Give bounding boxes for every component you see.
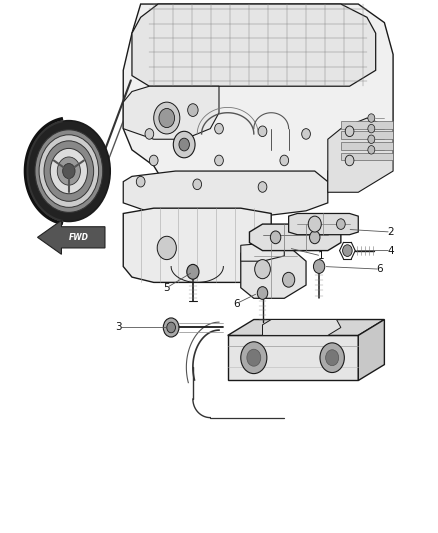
Polygon shape (228, 335, 358, 381)
Circle shape (258, 182, 267, 192)
Text: 4: 4 (388, 246, 394, 256)
Circle shape (345, 126, 354, 136)
Circle shape (145, 128, 154, 139)
Circle shape (44, 141, 94, 201)
Circle shape (35, 130, 103, 212)
Text: 3: 3 (116, 322, 122, 333)
Circle shape (173, 131, 195, 158)
Polygon shape (38, 220, 105, 254)
Circle shape (63, 164, 75, 179)
Polygon shape (132, 4, 376, 86)
Circle shape (368, 135, 375, 143)
Polygon shape (341, 142, 393, 150)
Circle shape (215, 123, 223, 134)
Text: 1: 1 (318, 251, 325, 261)
Circle shape (241, 342, 267, 374)
Circle shape (283, 272, 295, 287)
Circle shape (57, 157, 81, 185)
Circle shape (258, 126, 267, 136)
Polygon shape (341, 131, 393, 139)
Polygon shape (123, 208, 271, 282)
Circle shape (50, 148, 88, 193)
Circle shape (154, 102, 180, 134)
Circle shape (136, 176, 145, 187)
Polygon shape (250, 224, 341, 251)
Text: 5: 5 (163, 282, 170, 293)
Polygon shape (262, 319, 341, 335)
Circle shape (163, 318, 179, 337)
Circle shape (179, 138, 189, 151)
Text: 2: 2 (388, 227, 394, 237)
Circle shape (343, 245, 352, 256)
Polygon shape (289, 214, 358, 235)
Text: 6: 6 (377, 264, 383, 274)
Circle shape (257, 287, 268, 300)
Polygon shape (341, 120, 393, 128)
Polygon shape (241, 243, 306, 298)
Circle shape (247, 349, 261, 366)
Circle shape (187, 104, 198, 116)
Circle shape (39, 135, 99, 207)
Circle shape (336, 219, 345, 229)
Polygon shape (123, 4, 393, 211)
Circle shape (159, 109, 175, 127)
Polygon shape (341, 152, 393, 160)
Circle shape (149, 155, 158, 166)
Circle shape (280, 155, 289, 166)
Polygon shape (241, 237, 284, 261)
Text: 6: 6 (233, 298, 240, 309)
Circle shape (314, 260, 325, 273)
Polygon shape (328, 118, 393, 192)
Circle shape (368, 146, 375, 154)
Polygon shape (228, 319, 385, 335)
Circle shape (302, 128, 311, 139)
Polygon shape (358, 319, 385, 381)
Circle shape (320, 343, 344, 373)
Circle shape (368, 114, 375, 122)
Circle shape (310, 231, 320, 244)
Polygon shape (123, 86, 219, 139)
Circle shape (215, 155, 223, 166)
Circle shape (187, 264, 199, 279)
Circle shape (157, 236, 177, 260)
Circle shape (254, 260, 270, 279)
Circle shape (270, 231, 281, 244)
Circle shape (167, 322, 176, 333)
Circle shape (368, 124, 375, 133)
Circle shape (308, 216, 321, 232)
Polygon shape (123, 171, 328, 219)
Text: FWD: FWD (69, 233, 89, 242)
Circle shape (325, 350, 339, 366)
Circle shape (28, 120, 110, 221)
Circle shape (345, 155, 354, 166)
Circle shape (193, 179, 201, 190)
